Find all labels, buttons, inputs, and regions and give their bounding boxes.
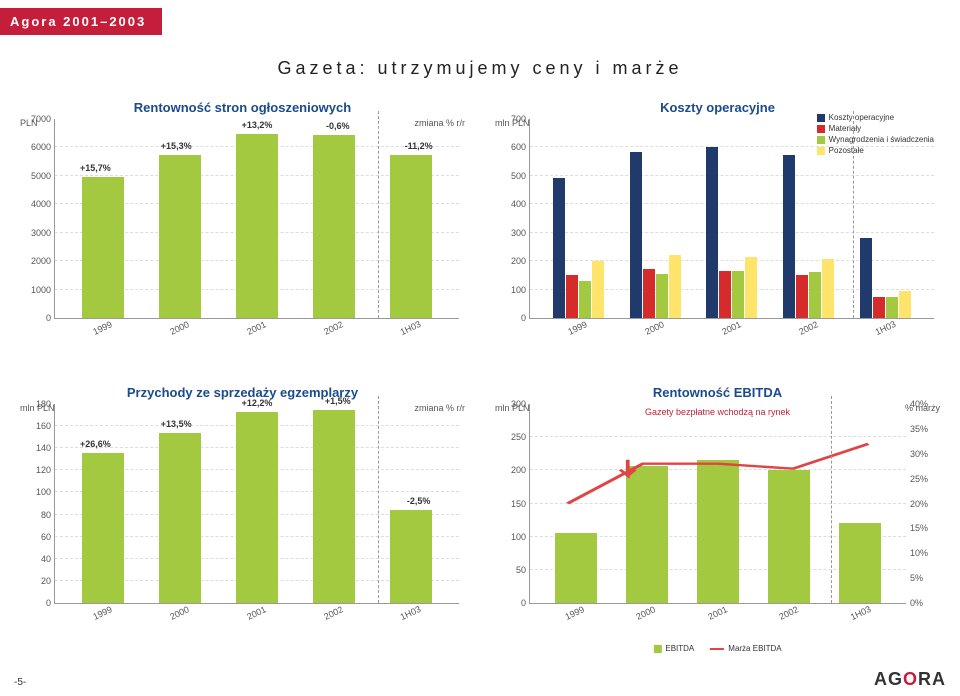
chart2-xlabels: 19992000200120021H03: [529, 323, 934, 333]
chart4-plot: 0501001502002503000%5%10%15%20%25%30%35%…: [529, 404, 906, 604]
chart4-legend: EBITDAMarża EBITDA: [653, 643, 781, 654]
chart4-xlabels: 19992000200120021H03: [529, 608, 906, 618]
charts-grid: Rentowność stron ogłoszeniowych PLN zmia…: [20, 100, 940, 652]
header-tag: Agora 2001–2003: [0, 8, 162, 35]
chart1-plot: 01000200030004000500060007000+15,7%+15,3…: [54, 119, 459, 319]
chart2-plot: 0100200300400500600700: [529, 119, 934, 319]
chart-2: Koszty operacyjne mln PLN Koszty operacy…: [495, 100, 940, 367]
page-number: -5-: [14, 677, 26, 688]
chart4-title: Rentowność EBITDA: [495, 385, 940, 400]
chart-1: Rentowność stron ogłoszeniowych PLN zmia…: [20, 100, 465, 367]
chart-4: Rentowność EBITDA mln PLN % marży Gazety…: [495, 385, 940, 652]
chart3-xlabels: 19992000200120021H03: [54, 608, 459, 618]
logo: AGORA: [874, 669, 946, 690]
chart1-xlabels: 19992000200120021H03: [54, 323, 459, 333]
chart-3: Przychody ze sprzedaży egzemplarzy mln P…: [20, 385, 465, 652]
subtitle: Gazeta: utrzymujemy ceny i marże: [0, 58, 960, 79]
chart3-plot: 020406080100120140160180+26,6%+13,5%+12,…: [54, 404, 459, 604]
chart1-title: Rentowność stron ogłoszeniowych: [20, 100, 465, 115]
